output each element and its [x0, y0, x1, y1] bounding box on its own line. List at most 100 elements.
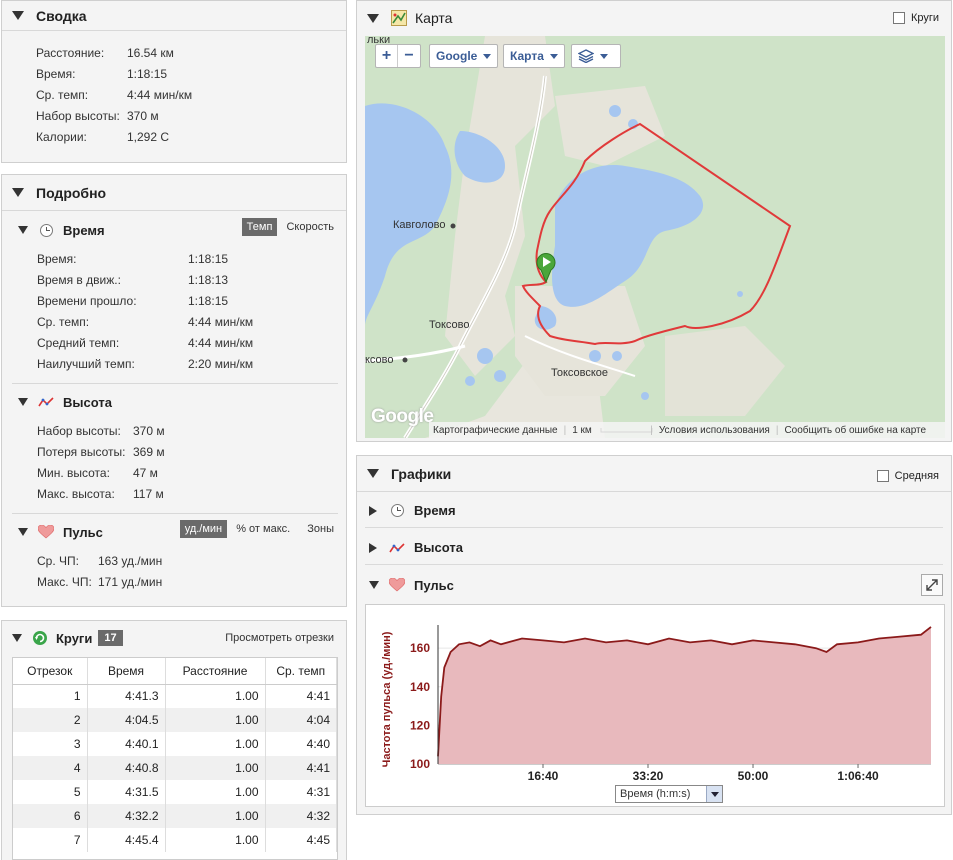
map-type-label: Карта — [510, 49, 544, 63]
collapse-triangle-icon[interactable] — [12, 11, 24, 20]
x-axis-select[interactable]: Время (h:m:s) — [615, 785, 723, 803]
laps-header[interactable]: Круги 17 Просмотреть отрезки — [2, 621, 346, 655]
time-label: Время: — [37, 252, 77, 266]
summary-label: Время: — [36, 67, 76, 81]
hr-units-toggle: уд./мин % от макс. Зоны — [179, 520, 334, 538]
laps-title: Круги — [56, 630, 93, 646]
map-canvas[interactable]: льки Кавголово Токсово ксово Токсовское … — [365, 36, 945, 438]
time-label: Время в движ.: — [37, 273, 121, 287]
expand-triangle-icon[interactable] — [369, 505, 377, 516]
elevation-value: 370 м — [133, 424, 165, 438]
laps-checkbox-wrap[interactable]: Круги — [892, 12, 939, 24]
hr-label: Ср. ЧП: — [37, 554, 79, 568]
table-row[interactable]: 7 4:45.4 1.00 4:45 — [13, 828, 337, 852]
expand-icon — [926, 579, 938, 591]
cell-distance: 1.00 — [165, 756, 266, 780]
table-row[interactable]: 5 4:31.5 1.00 4:31 — [13, 780, 337, 804]
y-tick-label: 120 — [410, 718, 430, 732]
hr-subsection-header[interactable]: Пульс — [18, 521, 338, 543]
bpm-toggle-button[interactable]: уд./мин — [179, 520, 228, 538]
collapse-triangle-icon[interactable] — [18, 226, 28, 234]
collapse-triangle-icon[interactable] — [367, 13, 379, 23]
collapse-triangle-icon[interactable] — [367, 469, 379, 478]
graph-row-time[interactable]: Время — [365, 494, 943, 528]
cell-pace: 4:41 — [265, 684, 337, 708]
column-header-distance[interactable]: Расстояние — [165, 658, 266, 685]
map-type-dropdown[interactable]: Карта — [503, 44, 565, 68]
table-row[interactable]: 6 4:32.2 1.00 4:32 — [13, 804, 337, 828]
column-header-avg-pace[interactable]: Ср. темп — [265, 658, 337, 685]
google-logo: Google — [371, 406, 434, 427]
hr-subsection-title: Пульс — [63, 524, 103, 540]
hr-area-fill — [438, 626, 931, 764]
cell-pace: 4:45 — [265, 828, 337, 852]
map-data-link[interactable]: Картографические данные — [433, 424, 558, 436]
cell-time: 4:40.8 — [87, 756, 166, 780]
zones-toggle-button[interactable]: Зоны — [307, 523, 334, 535]
collapse-triangle-icon[interactable] — [12, 188, 24, 197]
map-header[interactable]: Карта Круги — [357, 1, 951, 35]
cell-distance: 1.00 — [165, 780, 266, 804]
column-header-segment[interactable]: Отрезок — [13, 658, 88, 685]
graph-row-label: Высота — [414, 540, 463, 555]
cell-segment: 6 — [13, 804, 88, 828]
collapse-triangle-icon[interactable] — [18, 528, 28, 536]
graph-row-hr[interactable]: Пульс — [365, 568, 943, 602]
place-label: Кавголово — [393, 219, 446, 231]
chevron-down-icon — [549, 53, 558, 59]
expand-triangle-icon[interactable] — [369, 542, 377, 553]
y-tick-label: 140 — [410, 680, 430, 694]
details-title: Подробно — [36, 184, 107, 201]
summary-header[interactable]: Сводка — [2, 1, 346, 31]
view-segments-link[interactable]: Просмотреть отрезки — [225, 632, 334, 644]
average-checkbox-label: Средняя — [894, 470, 939, 482]
hr-value: 163 уд./мин — [98, 554, 163, 568]
hr-chart-frame: 100 120 140 160 16:40 33:20 50:00 1:06:40 Част… — [365, 604, 945, 807]
elevation-subsection-header[interactable]: Высота — [18, 391, 338, 413]
collapse-triangle-icon[interactable] — [12, 634, 22, 642]
average-checkbox-wrap[interactable]: Средняя — [876, 470, 939, 482]
table-row[interactable]: 3 4:40.1 1.00 4:40 — [13, 732, 337, 756]
cell-pace: 4:41 — [265, 756, 337, 780]
laps-table-wrap: Отрезок Время Расстояние Ср. темп 1 4:41.… — [12, 657, 338, 860]
summary-label: Ср. темп: — [36, 88, 89, 102]
summary-label: Набор высоты: — [36, 109, 120, 123]
terms-link[interactable]: Условия использования — [658, 424, 770, 436]
cell-segment: 7 — [13, 828, 88, 852]
pace-speed-toggle: Темп Скорость — [241, 218, 334, 236]
map-layers-dropdown[interactable] — [571, 44, 621, 68]
details-header[interactable]: Подробно — [2, 175, 346, 211]
laps-table: Отрезок Время Расстояние Ср. темп 1 4:41.… — [13, 658, 337, 852]
graphs-title: Графики — [391, 465, 452, 482]
cell-pace: 4:32 — [265, 804, 337, 828]
laps-icon — [32, 630, 48, 646]
heart-icon — [38, 524, 54, 540]
zoom-in-button[interactable]: + — [376, 45, 398, 67]
laps-panel: Круги 17 Просмотреть отрезки Отрезок Вре… — [1, 620, 347, 860]
percent-max-toggle-button[interactable]: % от макс. — [236, 523, 291, 535]
collapse-triangle-icon[interactable] — [18, 398, 28, 406]
graphs-header[interactable]: Графики Средняя — [357, 456, 951, 492]
speed-toggle-button[interactable]: Скорость — [286, 221, 334, 233]
report-error-link[interactable]: Сообщить об ошибке на карте — [784, 424, 927, 436]
table-row[interactable]: 1 4:41.3 1.00 4:41 — [13, 684, 337, 708]
pace-toggle-button[interactable]: Темп — [241, 218, 278, 236]
divider — [12, 513, 338, 514]
map-footer: Картографические данные | 1 км | Условия… — [429, 422, 945, 438]
cell-pace: 4:40 — [265, 732, 337, 756]
collapse-triangle-icon[interactable] — [369, 581, 379, 589]
table-row[interactable]: 2 4:04.5 1.00 4:04 — [13, 708, 337, 732]
graph-row-elevation[interactable]: Высота — [365, 531, 943, 565]
x-tick-label: 1:06:40 — [837, 769, 879, 783]
table-row[interactable]: 4 4:40.8 1.00 4:41 — [13, 756, 337, 780]
average-checkbox[interactable] — [876, 470, 889, 482]
hr-label: Макс. ЧП: — [37, 575, 92, 589]
map-provider-dropdown[interactable]: Google — [429, 44, 499, 68]
time-subsection-header[interactable]: Время — [18, 219, 338, 241]
cell-time: 4:32.2 — [87, 804, 166, 828]
column-header-time[interactable]: Время — [87, 658, 166, 685]
zoom-out-button[interactable]: − — [404, 47, 414, 64]
expand-chart-button[interactable] — [921, 574, 943, 596]
laps-checkbox[interactable] — [892, 12, 905, 24]
time-label: Наилучший темп: — [37, 357, 135, 371]
